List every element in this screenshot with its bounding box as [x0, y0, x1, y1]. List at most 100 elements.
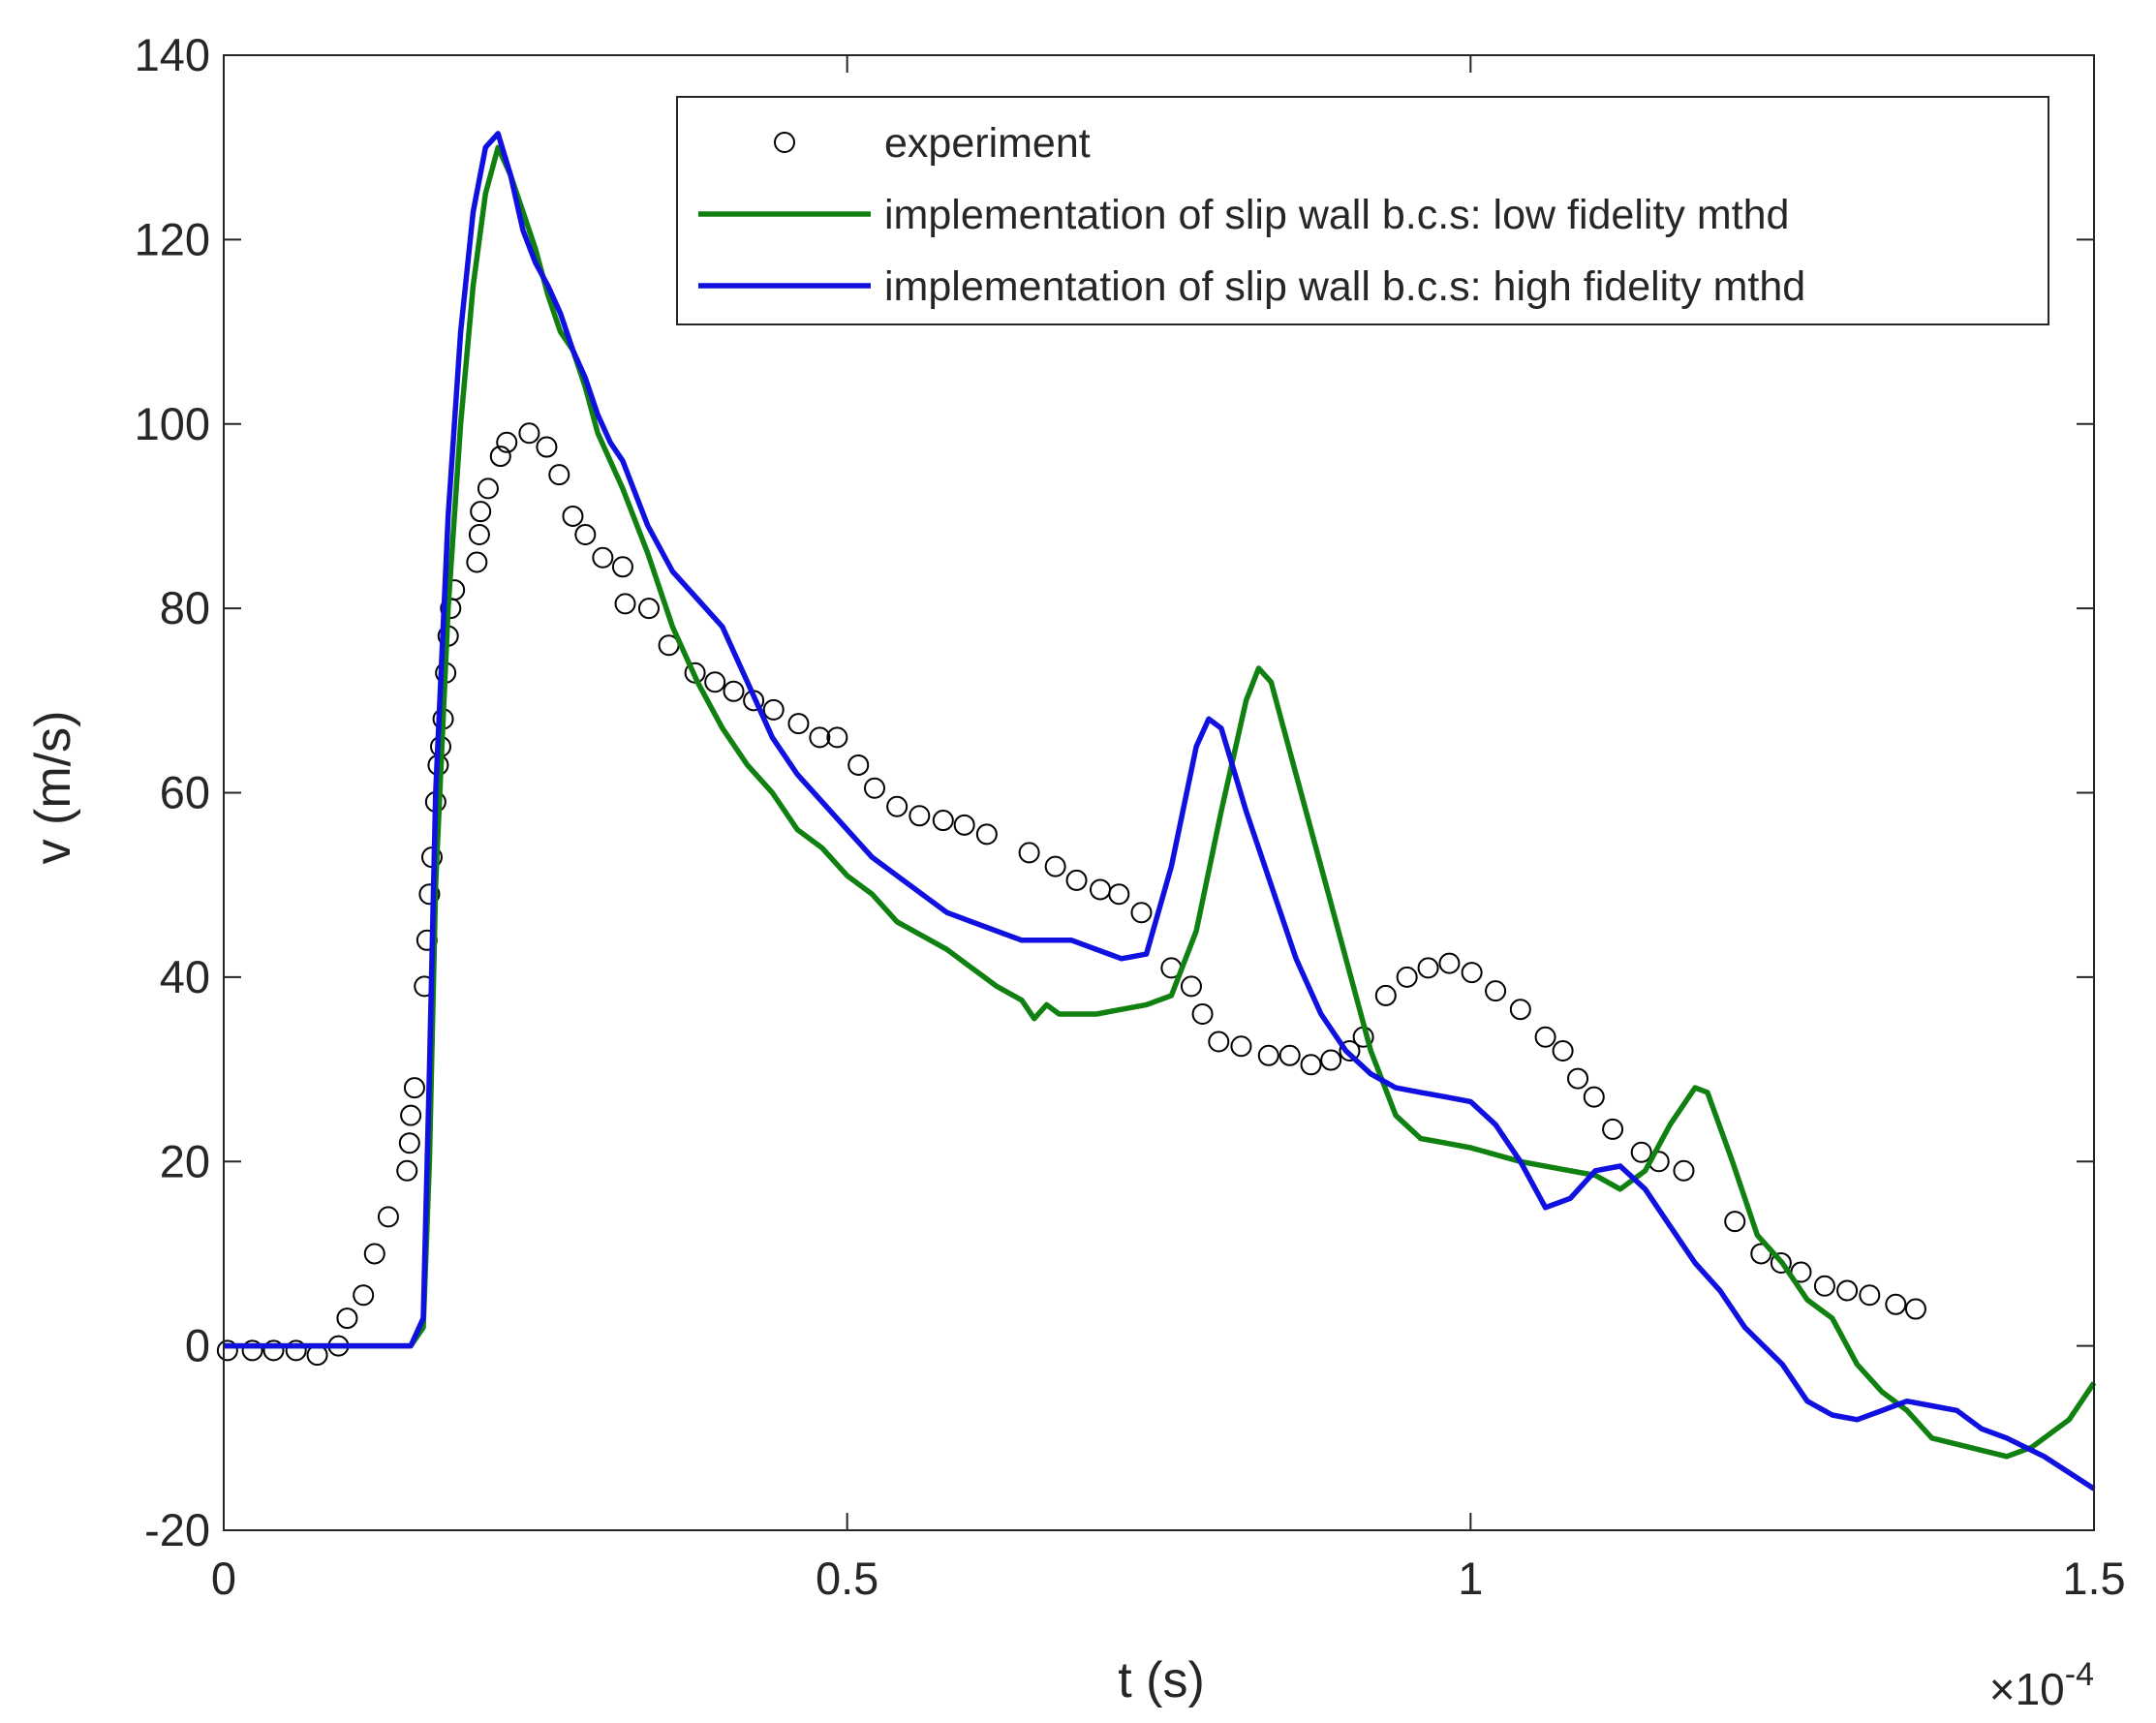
x-multiplier-base: ×10	[1989, 1664, 2065, 1714]
data-point	[489, 446, 511, 468]
data-point	[953, 814, 975, 836]
data-point	[1552, 1040, 1574, 1062]
data-point	[363, 1243, 385, 1265]
data-point	[1339, 1040, 1361, 1062]
data-point	[403, 1077, 425, 1099]
data-point	[975, 823, 998, 846]
data-point	[863, 777, 885, 799]
y-axis-label: v (m/s)	[25, 711, 81, 865]
data-point	[216, 1339, 238, 1362]
data-point	[1485, 980, 1507, 1002]
data-point	[886, 795, 909, 817]
data-point	[614, 593, 636, 615]
data-point	[1208, 1031, 1230, 1053]
data-point	[574, 523, 597, 545]
data-point	[418, 883, 441, 906]
data-point	[1180, 975, 1202, 998]
data-point	[1417, 957, 1439, 979]
data-point	[787, 713, 810, 735]
data-point	[1320, 1049, 1342, 1071]
data-point	[398, 1132, 420, 1154]
x-tick-label: 1	[1458, 1553, 1483, 1604]
data-point	[562, 505, 584, 527]
data-point	[353, 1284, 375, 1307]
data-point	[396, 1159, 418, 1182]
x-multiplier: ×10-4	[1989, 1656, 2094, 1714]
y-tick-label: 100	[135, 398, 210, 449]
data-point	[1044, 855, 1066, 877]
data-point	[1534, 1026, 1556, 1048]
data-point	[1108, 883, 1130, 906]
x-axis-label: t (s)	[1118, 1652, 1205, 1708]
data-point	[1300, 1054, 1322, 1076]
data-point	[723, 680, 745, 702]
data-point	[518, 422, 540, 445]
data-point	[1724, 1211, 1746, 1233]
data-point	[1065, 869, 1088, 891]
data-point	[496, 431, 518, 453]
y-tick-label: 0	[185, 1320, 210, 1371]
data-point	[470, 501, 492, 523]
data-point	[1018, 842, 1040, 864]
legend-box	[676, 96, 2049, 325]
data-point	[1813, 1275, 1835, 1297]
data-point	[262, 1339, 285, 1362]
data-point	[1438, 952, 1461, 974]
data-point	[611, 556, 633, 578]
data-point	[1374, 984, 1397, 1006]
legend-label: implementation of slip wall b.c.s: high …	[884, 263, 1805, 310]
y-tick-label: 120	[135, 213, 210, 264]
data-point	[1257, 1044, 1279, 1066]
y-tick-label: 60	[160, 767, 210, 818]
legend-label: implementation of slip wall b.c.s: low f…	[884, 192, 1789, 238]
data-point	[1885, 1293, 1907, 1315]
y-tick-label: 80	[160, 582, 210, 633]
data-point	[1859, 1284, 1881, 1307]
y-tick-label: 20	[160, 1135, 210, 1186]
data-point	[1278, 1044, 1301, 1066]
x-multiplier-exponent: -4	[2065, 1656, 2094, 1693]
data-point	[1673, 1159, 1695, 1182]
data-point	[592, 546, 614, 569]
y-tick-label: -20	[144, 1504, 210, 1555]
data-point	[377, 1206, 399, 1228]
data-point	[826, 726, 848, 749]
data-point	[1583, 1086, 1605, 1108]
legend-label: experiment	[884, 120, 1091, 167]
data-point	[762, 698, 785, 721]
data-point	[1602, 1118, 1624, 1140]
data-point	[1461, 962, 1483, 984]
data-point	[466, 551, 488, 573]
data-point	[548, 464, 570, 486]
data-point	[637, 598, 660, 620]
data-point	[1130, 902, 1153, 924]
data-point	[241, 1339, 263, 1362]
data-point	[1191, 1002, 1214, 1025]
data-point	[1836, 1279, 1859, 1302]
y-tick-label: 140	[135, 29, 210, 80]
data-point	[1904, 1298, 1926, 1320]
data-point	[909, 805, 931, 827]
data-point	[1396, 966, 1418, 988]
y-tick-label: 40	[160, 951, 210, 1002]
legend-marker	[774, 132, 795, 153]
data-point	[704, 671, 726, 693]
data-point	[1509, 999, 1531, 1021]
data-point	[1230, 1035, 1252, 1058]
x-tick-label: 0	[211, 1553, 236, 1604]
data-point	[400, 1104, 422, 1126]
data-point	[1630, 1141, 1652, 1163]
x-tick-label: 0.5	[816, 1553, 878, 1604]
data-point	[809, 726, 831, 749]
data-point	[847, 754, 870, 776]
data-line	[224, 131, 2096, 1492]
x-tick-label: 1.5	[2062, 1553, 2125, 1604]
data-point	[477, 477, 499, 500]
data-point	[336, 1308, 358, 1330]
data-point	[932, 810, 954, 832]
data-point	[1770, 1251, 1792, 1274]
axes-frame	[223, 54, 2095, 1531]
data-point	[468, 523, 490, 545]
data-point	[536, 436, 558, 458]
